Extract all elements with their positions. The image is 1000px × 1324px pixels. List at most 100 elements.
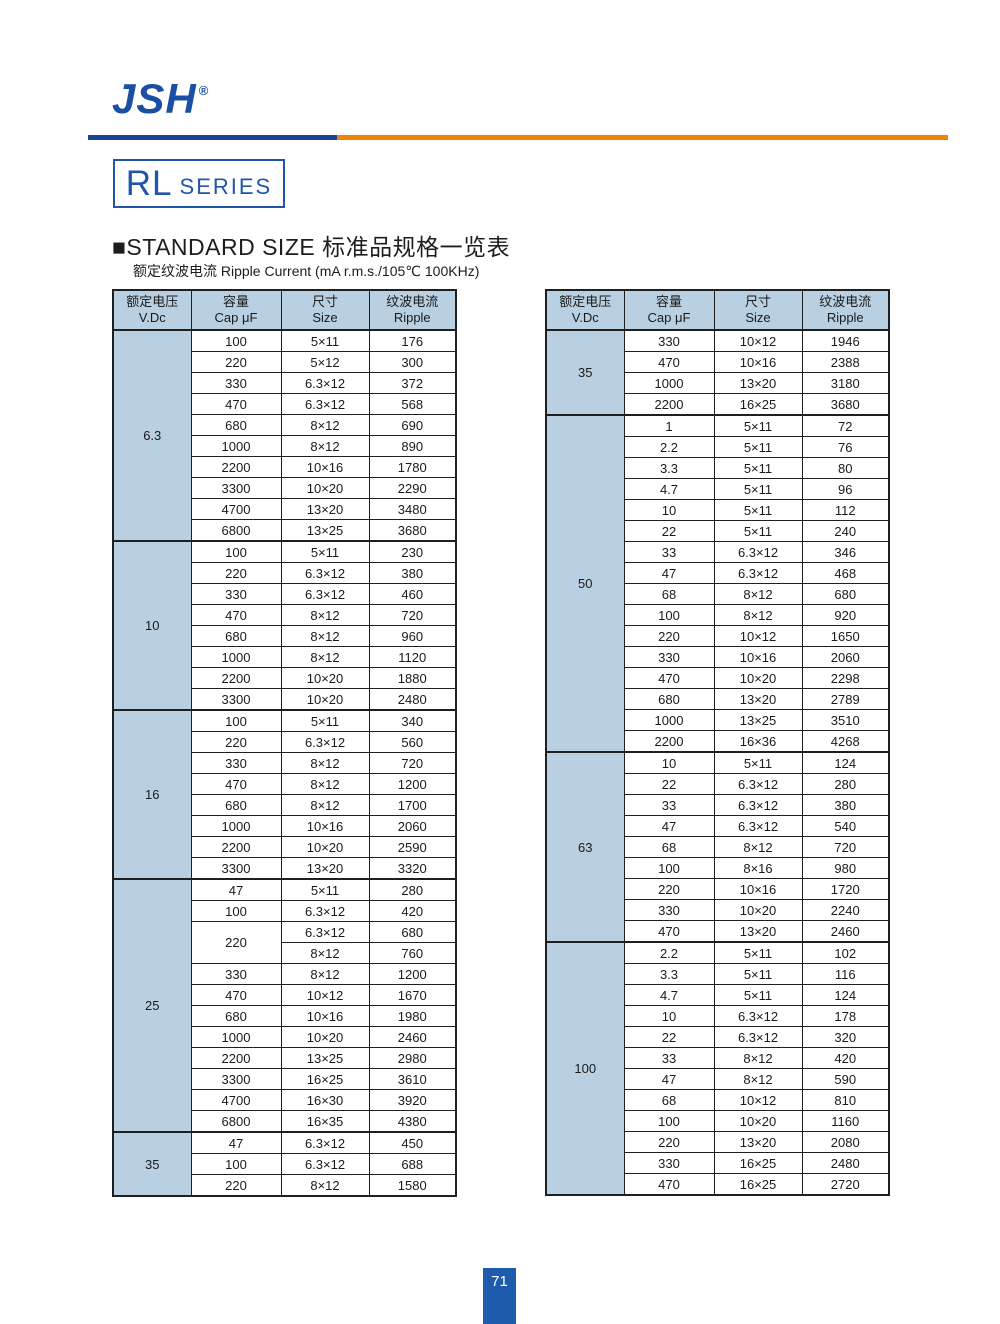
- size-cell: 8×12: [280, 625, 370, 647]
- series-badge: RL SERIES: [113, 159, 285, 208]
- table-row: 2.2 5×11 76: [546, 436, 890, 458]
- col-header-voltage: 额定电压 V.Dc: [112, 289, 192, 331]
- ripple-cell: 124: [801, 984, 890, 1006]
- size-cell: 6.3×12: [280, 372, 370, 394]
- size-cell: 13×25: [280, 519, 370, 542]
- header-rule: [88, 135, 948, 140]
- ripple-cell: 1650: [801, 625, 890, 647]
- table-row: 330 6.3×12 460: [113, 583, 457, 605]
- table-row: 1000 13×25 3510: [546, 709, 890, 731]
- cap-cell: 100: [190, 540, 282, 563]
- cap-cell: 330: [623, 1152, 715, 1174]
- col-header-voltage-en: V.Dc: [138, 310, 166, 325]
- cap-cell: 68: [623, 583, 715, 605]
- standard-size-table-left: 额定电压 V.Dc 容量 Cap μF 尺寸 Size 纹波电流 Ripple 6.3 100 5×…: [112, 289, 457, 1197]
- size-cell: 10×12: [713, 625, 803, 647]
- cap-cell: 4700: [190, 498, 282, 520]
- header-rule-orange-segment: [337, 135, 948, 140]
- cap-cell: 220: [190, 731, 282, 753]
- size-cell: 10×20: [713, 1110, 803, 1132]
- ripple-cell: 176: [368, 329, 457, 352]
- cap-cell: 10: [623, 1005, 715, 1027]
- ripple-cell: 2080: [801, 1131, 890, 1153]
- ripple-cell: 1670: [368, 984, 457, 1006]
- cap-cell: 680: [190, 1005, 282, 1027]
- table-row: 1000 13×20 3180: [546, 372, 890, 394]
- cap-cell: 100: [623, 1110, 715, 1132]
- ripple-cell: 1700: [368, 794, 457, 816]
- ripple-current-note: 额定纹波电流 Ripple Current (mA r.m.s./105℃ 10…: [133, 263, 480, 279]
- cap-cell: 47: [190, 878, 282, 901]
- ripple-cell: 1200: [368, 963, 457, 985]
- col-header-ripple: 纹波电流 Ripple: [801, 289, 890, 331]
- voltage-cell: 10: [112, 540, 192, 711]
- size-cell: 8×12: [713, 604, 803, 626]
- table-row: 2200 10×20 2590: [113, 836, 457, 858]
- ripple-cell: 760: [368, 942, 457, 964]
- ripple-cell: 2060: [368, 815, 457, 837]
- size-cell: 8×12: [280, 773, 370, 795]
- size-cell: 10×16: [713, 878, 803, 900]
- cap-cell: 220: [190, 1174, 282, 1197]
- cap-cell: 330: [623, 899, 715, 921]
- ripple-cell: 1780: [368, 456, 457, 478]
- ripple-cell: 890: [368, 435, 457, 457]
- cap-cell: 4.7: [623, 984, 715, 1006]
- size-cell: 10×20: [280, 836, 370, 858]
- ripple-cell: 560: [368, 731, 457, 753]
- ripple-cell: 4268: [801, 730, 890, 753]
- ripple-cell: 240: [801, 520, 890, 542]
- ripple-cell: 690: [368, 414, 457, 436]
- size-cell: 5×11: [713, 499, 803, 521]
- table-row: 10 100 5×11 230: [112, 540, 457, 711]
- size-cell: 5×11: [713, 436, 803, 458]
- cap-cell: 6800: [190, 519, 282, 542]
- size-cell: 8×12: [280, 794, 370, 816]
- page-number: 71: [491, 1273, 508, 1290]
- col-header-size-en: Size: [745, 310, 771, 325]
- voltage-cell: 6.3: [112, 329, 192, 542]
- ripple-cell: 112: [801, 499, 890, 521]
- size-cell: 10×16: [280, 815, 370, 837]
- cap-cell: 47: [623, 562, 715, 584]
- size-cell: 8×16: [713, 857, 803, 879]
- size-cell: 10×12: [280, 984, 370, 1006]
- cap-cell: 68: [623, 1089, 715, 1111]
- ripple-cell: 680: [368, 921, 457, 943]
- ripple-cell: 1946: [801, 329, 890, 352]
- cap-cell: 1000: [190, 1026, 282, 1048]
- ripple-cell: 346: [801, 541, 890, 563]
- cap-cell: 33: [623, 541, 715, 563]
- size-cell: 6.3×12: [280, 562, 370, 584]
- voltage-cell: 35: [112, 1131, 192, 1197]
- ripple-cell: 3180: [801, 372, 890, 394]
- size-cell: 8×12: [280, 646, 370, 668]
- ripple-cell: 680: [801, 583, 890, 605]
- ripple-cell: 380: [368, 562, 457, 584]
- ripple-cell: 1200: [368, 773, 457, 795]
- ripple-cell: 3320: [368, 857, 457, 880]
- cap-cell: 470: [190, 393, 282, 415]
- ripple-cell: 920: [801, 604, 890, 626]
- cap-cell: 2200: [623, 393, 715, 416]
- cap-cell: 47: [190, 1131, 282, 1154]
- size-cell: 5×11: [280, 878, 370, 901]
- table-row: 100 6.3×12 688: [113, 1153, 457, 1175]
- table-row: 63 10 5×11 124: [545, 751, 890, 943]
- table-row: 4700 16×30 3920: [113, 1089, 457, 1111]
- voltage-cell: 63: [545, 751, 625, 943]
- ripple-cell: 1120: [368, 646, 457, 668]
- table-row: 8×12 760: [113, 942, 457, 964]
- cap-cell: 220: [190, 562, 282, 584]
- cap-cell: 220: [190, 921, 282, 964]
- table-row: 33 6.3×12 380: [546, 794, 890, 816]
- ripple-cell: 980: [801, 857, 890, 879]
- cap-cell: 220: [623, 878, 715, 900]
- table-row: 330 8×12 1200: [113, 963, 457, 985]
- voltage-cell: 35: [545, 329, 625, 416]
- ripple-cell: 1980: [368, 1005, 457, 1027]
- table-row: 470 13×20 2460: [546, 920, 890, 943]
- ripple-cell: 3920: [368, 1089, 457, 1111]
- col-header-cap-cn: 容量: [222, 293, 249, 309]
